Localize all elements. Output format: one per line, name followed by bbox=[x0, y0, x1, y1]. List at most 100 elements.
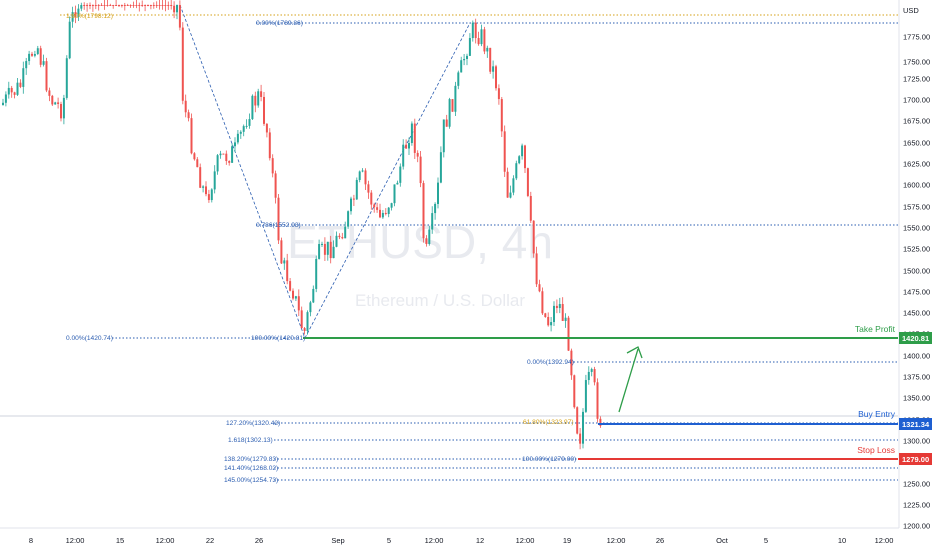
candle-body bbox=[393, 184, 396, 204]
price-tick: 1650.00 bbox=[903, 139, 930, 148]
time-axis[interactable]: 8 12:00 15 12:00 22 26 Sep 5 12:00 12 12:00 19 12:00… bbox=[0, 527, 899, 545]
candle-body bbox=[466, 55, 468, 60]
candle-body bbox=[60, 103, 62, 119]
candle-body bbox=[323, 243, 326, 255]
fib-label: 145.00%(1254.73) bbox=[224, 477, 278, 484]
candle-body bbox=[477, 38, 480, 45]
candle-body bbox=[457, 72, 460, 86]
candle-body bbox=[318, 244, 321, 259]
candle-body bbox=[480, 29, 483, 45]
arrow-up-right-icon bbox=[618, 346, 643, 413]
candle-body bbox=[352, 198, 355, 200]
price-axis[interactable]: USD 1775.00 1750.00 1725.00 1700.00 1675.00 1… bbox=[898, 0, 932, 550]
candle-body bbox=[297, 296, 300, 311]
candle-body bbox=[129, 5, 132, 6]
candle-body bbox=[518, 156, 521, 164]
price-tick: 1675.00 bbox=[903, 117, 930, 126]
candle-body bbox=[164, 5, 167, 6]
candle-body bbox=[7, 87, 10, 95]
candle-body bbox=[335, 235, 338, 247]
stop-loss-label: Stop Loss bbox=[857, 445, 895, 455]
candle-body bbox=[468, 38, 471, 56]
candle-body bbox=[158, 5, 161, 6]
candle-body bbox=[213, 171, 216, 190]
candle-body bbox=[80, 5, 83, 9]
candle-body bbox=[89, 5, 91, 6]
candle-body bbox=[176, 5, 178, 13]
candle-body bbox=[132, 5, 135, 6]
buy-entry-label: Buy Entry bbox=[858, 409, 896, 419]
candle-body bbox=[361, 170, 364, 172]
candle-body bbox=[506, 171, 509, 198]
candle-body bbox=[593, 369, 596, 383]
candle-body bbox=[416, 152, 419, 157]
candle-body bbox=[309, 302, 312, 313]
candle-body bbox=[344, 226, 347, 239]
candle-body bbox=[2, 102, 4, 105]
candle-body bbox=[152, 5, 155, 6]
candle-body bbox=[413, 123, 416, 153]
fib-label: 1.80%(1798.12) bbox=[66, 13, 113, 20]
candle-body bbox=[358, 171, 361, 180]
candle-body bbox=[260, 91, 263, 97]
candle-body bbox=[489, 47, 492, 72]
candle-body bbox=[199, 167, 202, 188]
candle-body bbox=[590, 369, 593, 372]
price-tick: 1475.00 bbox=[903, 288, 930, 297]
candle-body bbox=[234, 142, 236, 147]
candle-body bbox=[31, 53, 33, 56]
candle-body bbox=[428, 229, 431, 245]
candle-body bbox=[10, 87, 13, 93]
candle-body bbox=[474, 22, 477, 39]
candle-body bbox=[178, 5, 181, 28]
price-tick: 1725.00 bbox=[903, 75, 930, 84]
trade-levels bbox=[303, 337, 898, 460]
candle-body bbox=[553, 305, 555, 323]
candle-body bbox=[97, 5, 100, 6]
candle-body bbox=[277, 197, 280, 241]
candle-body bbox=[422, 183, 425, 239]
candle-body bbox=[526, 168, 529, 196]
fib-label: 141.40%(1268.02) bbox=[224, 465, 278, 472]
candle-body bbox=[193, 153, 196, 160]
candle-body bbox=[190, 118, 193, 154]
candle-body bbox=[170, 5, 173, 6]
candle-body bbox=[51, 95, 54, 105]
candle-body bbox=[245, 125, 248, 127]
candle-body bbox=[225, 153, 228, 162]
candle-body bbox=[280, 240, 283, 264]
candle-body bbox=[19, 82, 22, 87]
price-tick: 1300.00 bbox=[903, 437, 930, 446]
time-tick: 8 bbox=[29, 536, 33, 545]
candle-body bbox=[448, 99, 451, 127]
candle-body bbox=[112, 5, 115, 6]
candle-body bbox=[326, 241, 329, 255]
candle-body bbox=[149, 5, 152, 6]
candle-body bbox=[123, 5, 126, 6]
candle-body bbox=[181, 27, 184, 101]
candle-body bbox=[71, 12, 74, 22]
price-tick: 1400.00 bbox=[903, 352, 930, 361]
price-tick: 1375.00 bbox=[903, 373, 930, 382]
candle-body bbox=[503, 131, 506, 172]
price-tick: 1225.00 bbox=[903, 501, 930, 510]
candle-body bbox=[471, 22, 474, 39]
candle-body bbox=[283, 260, 286, 264]
candle-body bbox=[532, 220, 535, 254]
candle-body bbox=[306, 312, 309, 331]
candle-body bbox=[167, 5, 170, 6]
candle-body bbox=[22, 68, 25, 87]
fib-label: 138.20%(1279.83) bbox=[224, 456, 278, 463]
candle-body bbox=[596, 382, 599, 419]
fib-label: 61.80%(1323.97) bbox=[523, 419, 574, 426]
candle-body bbox=[486, 47, 489, 52]
candle-body bbox=[303, 328, 306, 331]
candle-body bbox=[558, 304, 561, 309]
time-tick: Sep bbox=[331, 536, 344, 545]
candle-body bbox=[54, 102, 57, 105]
fib-label: 0.00%(1392.94) bbox=[527, 359, 574, 366]
candle-body bbox=[118, 5, 120, 6]
candle-body bbox=[42, 61, 45, 65]
candle-body bbox=[222, 153, 225, 155]
